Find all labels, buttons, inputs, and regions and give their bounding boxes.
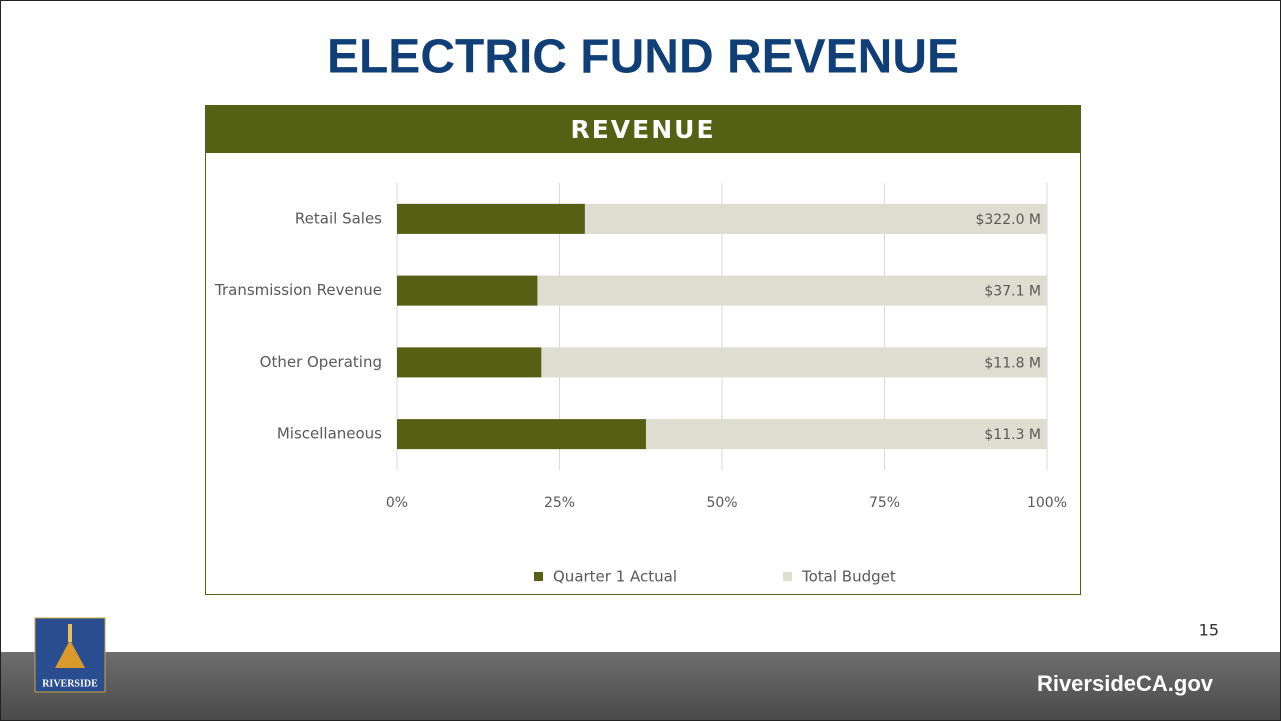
y-tick-label: Retail Sales [295,209,382,227]
bar-annotation: $322.0 M [975,212,1041,228]
y-tick-label: Transmission Revenue [214,281,382,299]
slide-title: ELECTRIC FUND REVENUE [327,31,959,84]
bar-annotation: $37.1 M [984,284,1041,300]
bar-annotation: $11.3 M [984,427,1041,443]
bar-annotation: $11.8 M [984,355,1041,371]
y-tick-label: Other Operating [260,353,382,371]
bar [397,203,585,234]
legend-label: Quarter 1 Actual [553,568,677,586]
bar [397,275,538,306]
footer-band [1,652,1280,720]
chart-title: REVENUE [570,115,715,144]
footer-url: RiversideCA.gov [1037,671,1214,696]
x-tick-label: 100% [1027,495,1067,511]
chart-header [205,105,1081,153]
x-tick-label: 75% [869,495,900,511]
logo-bell [55,640,85,668]
y-tick-label: Miscellaneous [277,425,382,443]
logo: RIVERSIDE [34,617,106,693]
legend-label: Total Budget [801,568,896,586]
logo-cross [68,624,72,642]
page-number: 15 [1199,621,1219,640]
x-tick-label: 25% [544,495,575,511]
legend-swatch [783,572,792,581]
bar [397,419,646,450]
legend-swatch [534,572,543,581]
logo-text: RIVERSIDE [42,678,98,689]
bar [397,347,542,378]
x-tick-label: 50% [706,495,737,511]
x-tick-label: 0% [386,495,408,511]
